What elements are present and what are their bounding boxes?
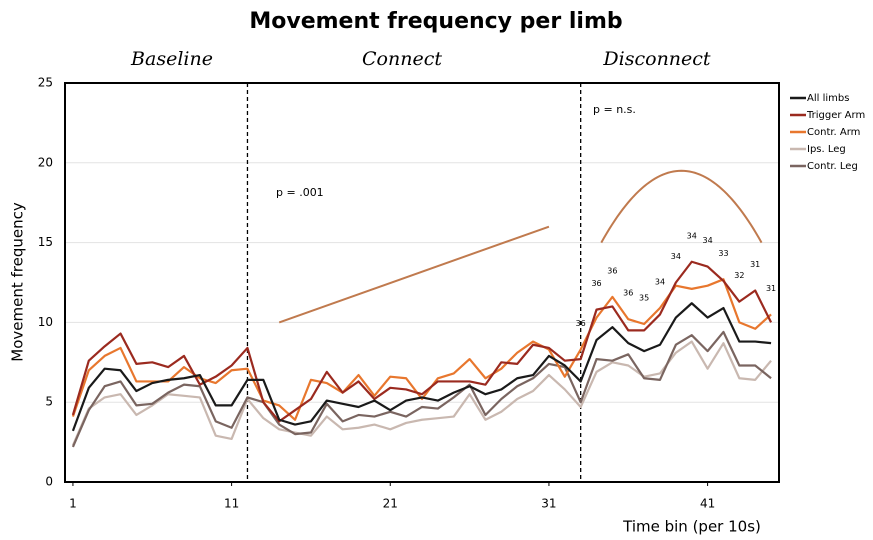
series-line <box>71 278 772 421</box>
n-label: 31 <box>750 260 760 269</box>
n-label: 34 <box>703 236 713 245</box>
phase-label: Connect <box>362 48 442 70</box>
y-tick-label: 10 <box>38 315 53 329</box>
x-tick-label: 1 <box>69 497 77 511</box>
series-line <box>71 330 772 448</box>
phase-label: Disconnect <box>602 48 710 70</box>
annotation: p = n.s. <box>593 103 636 116</box>
y-tick-label: 20 <box>38 155 53 169</box>
x-tick-label: 11 <box>224 497 239 511</box>
plot-frame <box>64 82 780 483</box>
chart-title: Movement frequency per limb <box>249 9 622 34</box>
y-tick-label: 15 <box>38 235 53 249</box>
n-label: 31 <box>766 284 776 293</box>
n-label: 34 <box>687 231 697 240</box>
y-tick-label: 5 <box>45 395 53 409</box>
n-label: 36 <box>591 279 601 288</box>
legend-label: All limbs <box>807 93 849 104</box>
y-tick-label: 25 <box>38 76 53 90</box>
series-line <box>71 340 772 446</box>
trend-line <box>278 225 550 324</box>
n-label: 34 <box>671 252 681 261</box>
legend-label: Ips. Leg <box>807 144 846 155</box>
x-tick-label: 31 <box>541 497 556 511</box>
annotation: p = .001 <box>276 186 324 199</box>
n-label: 34 <box>655 278 665 287</box>
series-line <box>71 260 773 423</box>
x-axis-label: Time bin (per 10s) <box>622 518 761 536</box>
series-line <box>71 302 772 432</box>
n-label: 32 <box>734 271 744 280</box>
legend-label: Trigger Arm <box>806 110 865 121</box>
n-label: 35 <box>639 293 649 302</box>
x-tick-label: 41 <box>700 497 715 511</box>
n-label: 33 <box>718 249 728 258</box>
trend-arc <box>600 169 763 244</box>
n-label: 36 <box>623 289 633 298</box>
legend-label: Contr. Leg <box>807 161 858 172</box>
phase-label: Baseline <box>130 48 213 70</box>
n-label: 36 <box>607 266 617 275</box>
y-axis-label: Movement frequency <box>9 202 27 362</box>
n-label: 36 <box>576 319 586 328</box>
y-tick-label: 0 <box>45 475 53 489</box>
x-tick-label: 21 <box>383 497 398 511</box>
legend-label: Contr. Arm <box>807 127 860 138</box>
